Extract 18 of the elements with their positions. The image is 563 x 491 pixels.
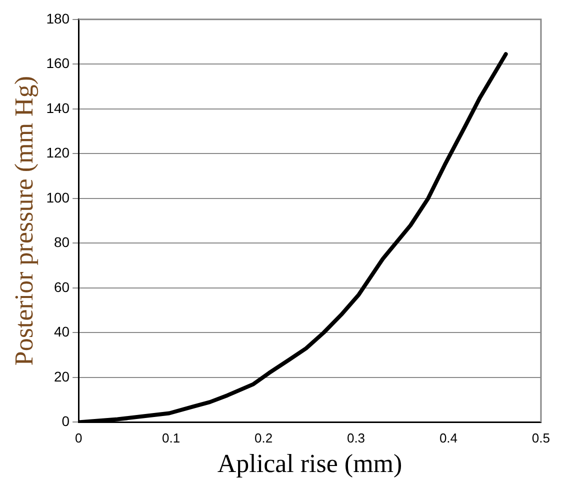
x-tick-label: 0.4	[439, 430, 458, 446]
x-axis-title: Aplical rise (mm)	[217, 449, 402, 478]
y-axis-title: Posterior pressure (mm Hg)	[9, 76, 38, 366]
y-tick-label: 0	[62, 413, 70, 430]
y-tick-label: 60	[54, 278, 70, 295]
y-tick-label: 140	[46, 100, 70, 116]
y-tick-label: 20	[54, 368, 70, 384]
y-tick-label: 80	[54, 234, 70, 250]
y-tick-label: 120	[46, 144, 70, 161]
x-tick-label: 0.1	[162, 430, 180, 446]
y-tick-label: 160	[46, 55, 70, 72]
x-tick-label: 0	[74, 430, 82, 446]
y-tick-label: 180	[46, 10, 70, 26]
x-tick-label: 0.3	[346, 430, 366, 446]
y-tick-label: 40	[54, 324, 70, 340]
x-tick-label: 0.2	[254, 430, 273, 446]
y-tick-label: 100	[46, 189, 70, 206]
x-tick-label: 0.5	[532, 430, 550, 446]
